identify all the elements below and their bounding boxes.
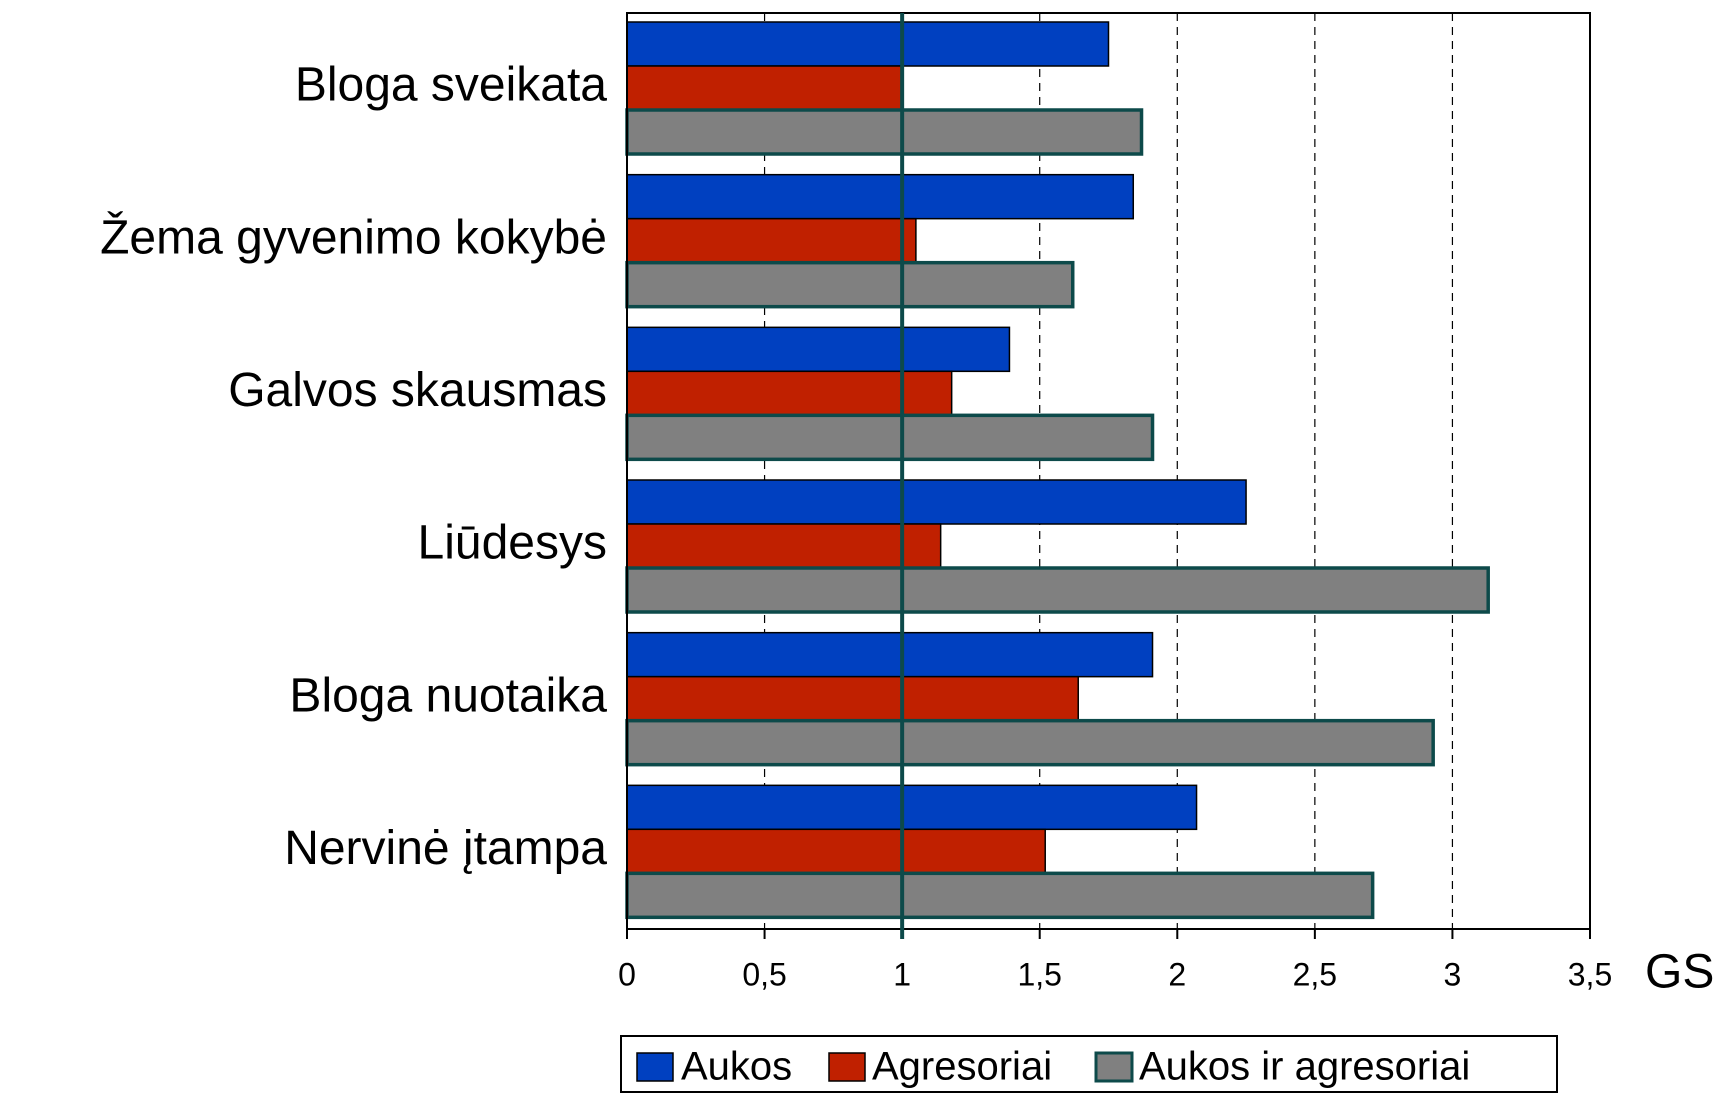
x-tick-label: 3,5 <box>1568 956 1612 992</box>
bar <box>626 173 1135 220</box>
x-tick-label: 1,5 <box>1017 956 1061 992</box>
bar <box>626 217 917 264</box>
legend-swatch <box>828 1052 866 1082</box>
bar <box>625 871 1375 920</box>
legend-label: Agresoriai <box>872 1045 1052 1089</box>
x-axis-label: GS <box>1645 946 1714 999</box>
legend-box <box>620 1035 1558 1093</box>
bar <box>626 65 903 111</box>
y-tick-label: Nervinė įtampa <box>284 822 607 875</box>
bar <box>625 108 1144 156</box>
bar <box>626 828 1046 875</box>
legend-swatch <box>636 1052 674 1082</box>
y-tick-label: Liūdesys <box>418 517 607 570</box>
bar <box>625 718 1435 767</box>
bar <box>626 326 1011 373</box>
x-tick-label: 0,5 <box>742 956 786 992</box>
bar <box>626 523 942 569</box>
y-tick-label: Bloga nuotaika <box>289 669 607 722</box>
y-tick-label: Žema gyvenimo kokybė <box>100 211 607 264</box>
plot-frame <box>626 12 1591 930</box>
bar <box>626 784 1198 831</box>
y-tick-label: Galvos skausmas <box>228 364 607 417</box>
bar <box>626 21 1110 67</box>
x-tick-label: 1 <box>893 956 911 992</box>
bar <box>625 413 1155 462</box>
bar <box>626 631 1154 678</box>
bar <box>625 566 1490 614</box>
x-tick-label: 0 <box>618 956 636 992</box>
legend-label: Aukos <box>681 1045 792 1089</box>
bar <box>625 260 1075 309</box>
legend-label: Aukos ir agresoriai <box>1139 1045 1470 1089</box>
legend-swatch <box>1094 1051 1134 1083</box>
bar <box>626 479 1247 525</box>
y-tick-label: Bloga sveikata <box>295 59 607 112</box>
bar <box>626 675 1079 722</box>
x-tick-label: 3 <box>1444 956 1462 992</box>
x-tick-label: 2 <box>1168 956 1186 992</box>
x-tick-label: 2,5 <box>1293 956 1337 992</box>
